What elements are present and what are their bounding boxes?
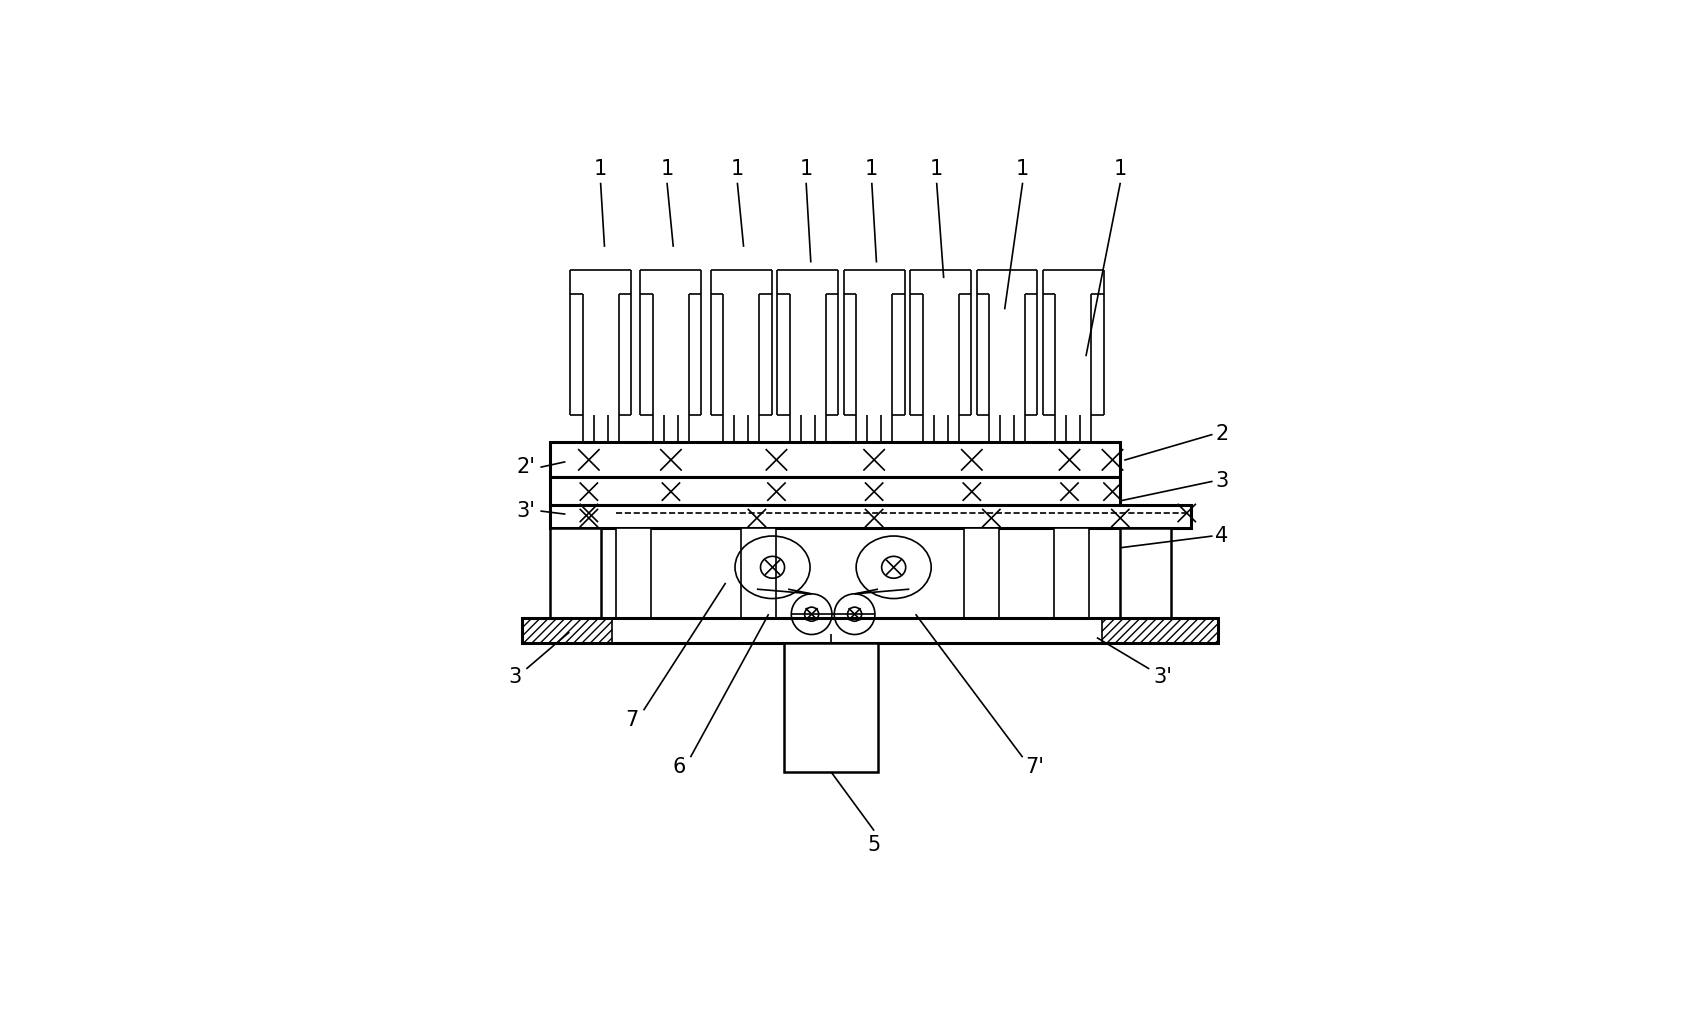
Bar — [1102, 618, 1217, 644]
Text: 5: 5 — [868, 834, 881, 855]
Text: 1: 1 — [800, 158, 813, 179]
Text: 7': 7' — [1026, 756, 1044, 776]
Text: 1: 1 — [1114, 158, 1127, 179]
Bar — [523, 618, 613, 644]
Text: 1: 1 — [931, 158, 944, 179]
Bar — [964, 528, 998, 637]
Bar — [742, 528, 776, 637]
Bar — [616, 528, 652, 637]
Text: 7: 7 — [625, 709, 638, 730]
Bar — [550, 477, 1121, 505]
Bar — [1054, 528, 1088, 637]
Bar — [550, 505, 1190, 528]
Text: 2': 2' — [516, 457, 537, 477]
Text: 1: 1 — [866, 158, 878, 179]
Bar — [550, 528, 601, 637]
Text: 1: 1 — [1015, 158, 1029, 179]
Text: 3': 3' — [1155, 667, 1173, 687]
Text: 3': 3' — [516, 501, 537, 521]
Bar — [1121, 528, 1172, 637]
Text: 1: 1 — [661, 158, 674, 179]
Bar — [523, 618, 1217, 644]
Text: 4: 4 — [1216, 526, 1229, 546]
Bar — [1102, 618, 1217, 644]
Text: 3: 3 — [508, 667, 521, 687]
Bar — [784, 644, 878, 772]
Bar — [550, 443, 1121, 477]
Text: 3: 3 — [1216, 471, 1229, 491]
Bar — [523, 618, 613, 644]
Text: 1: 1 — [594, 158, 608, 179]
Text: 6: 6 — [672, 756, 686, 776]
Text: 1: 1 — [730, 158, 744, 179]
Text: 2: 2 — [1216, 424, 1229, 445]
